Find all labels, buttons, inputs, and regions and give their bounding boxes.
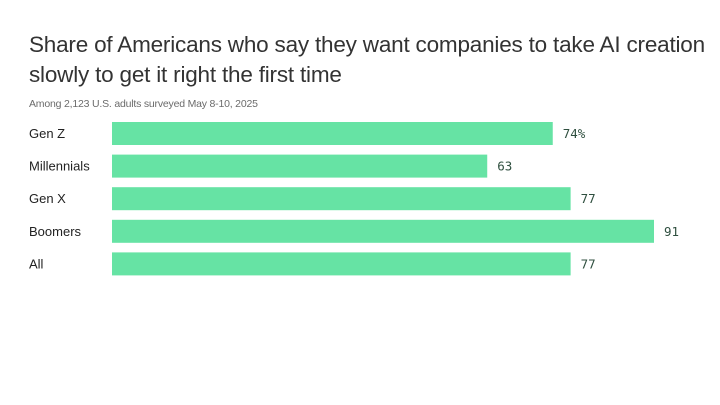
value-label: 63 <box>497 159 512 174</box>
chart-subtitle: Among 2,123 U.S. adults surveyed May 8-1… <box>29 98 258 110</box>
bar-row: All 77 <box>29 252 596 276</box>
bar <box>112 122 553 145</box>
category-label: Boomers <box>29 224 82 239</box>
value-label: 74% <box>563 126 586 141</box>
bar <box>112 187 571 211</box>
category-label: Gen X <box>29 191 66 206</box>
bar <box>112 154 488 178</box>
value-label: 77 <box>581 191 596 206</box>
bar <box>112 219 654 243</box>
value-label: 91 <box>664 224 679 239</box>
value-label: 77 <box>581 256 596 271</box>
chart-title: Share of Americans who say they want com… <box>29 32 705 87</box>
bar-row: Millennials 63 <box>29 154 512 178</box>
bar-row: Gen X 77 <box>29 187 596 211</box>
category-label: All <box>29 256 44 271</box>
category-label: Millennials <box>29 159 90 174</box>
category-label: Gen Z <box>29 126 65 141</box>
bar-row: Gen Z 74% <box>29 122 586 145</box>
bar-row: Boomers 91 <box>29 219 679 243</box>
bar <box>112 252 571 276</box>
